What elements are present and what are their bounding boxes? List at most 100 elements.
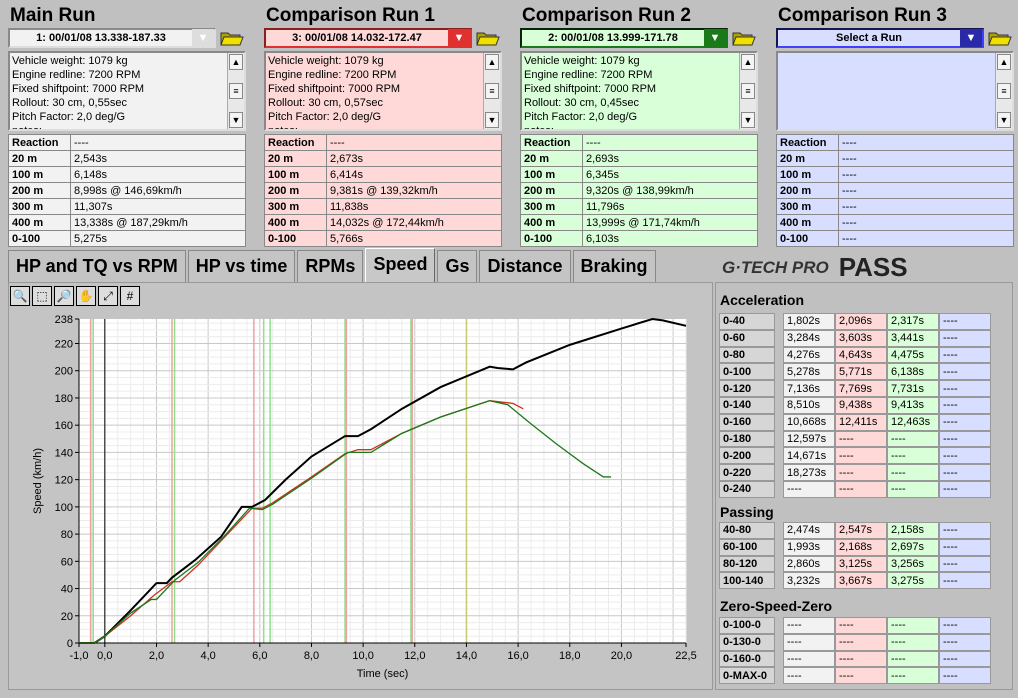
scroll-thumb[interactable]: ≡	[229, 83, 243, 99]
scrollbar[interactable]: ▲ ≡ ▼	[483, 53, 500, 129]
run-select[interactable]: 1: 00/01/08 13.338-187.33 ▼	[8, 28, 216, 48]
scroll-up-icon[interactable]: ▲	[997, 54, 1011, 70]
row-label[interactable]: 0-220	[719, 464, 775, 481]
folder-open-icon[interactable]	[220, 30, 244, 46]
folder-open-icon[interactable]	[988, 30, 1012, 46]
scroll-up-icon[interactable]: ▲	[485, 54, 499, 70]
table-row: 0-60 3,284s 3,603s 3,441s ----	[719, 329, 991, 347]
table-row: 400 m 14,032s @ 172,44km/h	[264, 214, 502, 231]
row-label[interactable]: 100-140	[719, 572, 775, 590]
result-value: 6,148s	[70, 166, 246, 183]
row-label[interactable]: 0-40	[719, 313, 775, 330]
folder-open-icon[interactable]	[476, 30, 500, 46]
tab-rpms[interactable]: RPMs	[297, 250, 364, 282]
table-row: 20 m 2,693s	[520, 150, 758, 167]
row-label[interactable]: 0-120	[719, 380, 775, 397]
run-select[interactable]: 3: 00/01/08 14.032-172.47 ▼	[264, 28, 472, 48]
cell-run-1: 2,096s	[835, 313, 887, 330]
y-tick-label: 60	[61, 556, 73, 568]
zoom-rect-icon[interactable]: ⬚	[32, 286, 52, 306]
info-line: Vehicle weight: 1079 kg	[268, 55, 384, 67]
row-label[interactable]: 0-160-0	[719, 650, 775, 668]
cell-run-3: ----	[939, 380, 991, 397]
cell-run-3: ----	[939, 396, 991, 414]
cell-run-0: 3,284s	[783, 329, 835, 347]
result-label: 200 m	[776, 182, 839, 199]
table-row: 80-120 2,860s 3,125s 3,256s ----	[719, 555, 991, 573]
row-label[interactable]: 0-100-0	[719, 617, 775, 634]
chevron-down-icon[interactable]: ▼	[704, 29, 726, 47]
x-tick-label: 12,0	[404, 650, 425, 662]
table-row: 100-140 3,232s 3,667s 3,275s ----	[719, 572, 991, 590]
scroll-down-icon[interactable]: ▼	[997, 112, 1011, 128]
chart-tabs: HP and TQ vs RPM HP vs time RPMs Speed Gs Dis…	[8, 248, 658, 282]
result-value: 9,320s @ 138,99km/h	[582, 182, 758, 199]
row-label[interactable]: 0-60	[719, 329, 775, 347]
row-label[interactable]: 0-100	[719, 363, 775, 381]
cell-run-3: ----	[939, 617, 991, 634]
cell-run-2: ----	[887, 430, 939, 448]
row-label[interactable]: 60-100	[719, 538, 775, 556]
x-tick-label: 10,0	[352, 650, 373, 662]
table-row: 300 m 11,838s	[264, 198, 502, 215]
scrollbar[interactable]: ▲ ≡ ▼	[739, 53, 756, 129]
cell-run-3: ----	[939, 480, 991, 498]
run-select[interactable]: 2: 00/01/08 13.999-171.78 ▼	[520, 28, 728, 48]
fit-icon[interactable]: ⤢	[98, 286, 118, 306]
scroll-down-icon[interactable]: ▼	[485, 112, 499, 128]
row-label[interactable]: 0-80	[719, 346, 775, 364]
tab-distance[interactable]: Distance	[479, 250, 571, 282]
tab-hp-and-tq-vs-rpm[interactable]: HP and TQ vs RPM	[8, 250, 186, 282]
chart-panel: 0 20 40 60 80 100 120 140 160 180 200 220 238 -1,0 0,0…	[8, 282, 713, 690]
scroll-thumb[interactable]: ≡	[741, 83, 755, 99]
x-tick-label: 0,0	[97, 650, 112, 662]
scrollbar[interactable]: ▲ ≡ ▼	[227, 53, 244, 129]
scroll-down-icon[interactable]: ▼	[741, 112, 755, 128]
chevron-down-icon[interactable]: ▼	[960, 29, 982, 47]
row-label[interactable]: 0-180	[719, 430, 775, 448]
result-label: 400 m	[8, 214, 71, 231]
row-label[interactable]: 80-120	[719, 555, 775, 573]
tab-braking[interactable]: Braking	[572, 250, 656, 282]
tab-hp-vs-time[interactable]: HP vs time	[187, 250, 296, 282]
tab-gs[interactable]: Gs	[437, 250, 478, 282]
zoom-in-icon[interactable]: 🔍	[10, 286, 30, 306]
row-label[interactable]: 0-160	[719, 413, 775, 431]
row-label[interactable]: 0-140	[719, 396, 775, 414]
cell-run-1: 4,643s	[835, 346, 887, 364]
pan-hand-icon[interactable]: ✋	[76, 286, 96, 306]
cell-run-0: 14,671s	[783, 447, 835, 465]
scroll-up-icon[interactable]: ▲	[741, 54, 755, 70]
grid-icon[interactable]: #	[120, 286, 140, 306]
tab-speed[interactable]: Speed	[365, 248, 436, 282]
y-tick-label: 80	[61, 529, 73, 541]
scroll-down-icon[interactable]: ▼	[229, 112, 243, 128]
run-panel-2: Comparison Run 2 2: 00/01/08 13.999-171.…	[520, 4, 758, 247]
table-row: 200 m 9,320s @ 138,99km/h	[520, 182, 758, 199]
table-row: 20 m ----	[776, 150, 1014, 167]
info-line: notes:	[12, 125, 42, 131]
row-label[interactable]: 0-240	[719, 480, 775, 498]
run-select[interactable]: Select a Run ▼	[776, 28, 984, 48]
chevron-down-icon[interactable]: ▼	[448, 29, 470, 47]
table-row: 0-180 12,597s ---- ---- ----	[719, 430, 991, 448]
y-tick-label: 0	[67, 638, 73, 650]
table-row: 400 m 13,999s @ 171,74km/h	[520, 214, 758, 231]
table-row: 200 m ----	[776, 182, 1014, 199]
scroll-thumb[interactable]: ≡	[997, 83, 1011, 99]
zoom-out-icon[interactable]: 🔎	[54, 286, 74, 306]
cell-run-1: ----	[835, 430, 887, 448]
row-label[interactable]: 40-80	[719, 522, 775, 539]
speed-chart[interactable]: 0 20 40 60 80 100 120 140 160 180 200 220 238 -1,0 0,0…	[9, 283, 712, 689]
scroll-thumb[interactable]: ≡	[485, 83, 499, 99]
row-label[interactable]: 0-MAX-0	[719, 667, 775, 685]
row-label[interactable]: 0-200	[719, 447, 775, 465]
row-label[interactable]: 0-130-0	[719, 633, 775, 651]
chevron-down-icon[interactable]: ▼	[192, 29, 214, 47]
scroll-up-icon[interactable]: ▲	[229, 54, 243, 70]
passing-title: Passing	[720, 504, 774, 520]
info-line: Pitch Factor: 2,0 deg/G	[12, 111, 126, 123]
scrollbar[interactable]: ▲ ≡ ▼	[995, 53, 1012, 129]
cell-run-1: ----	[835, 667, 887, 685]
folder-open-icon[interactable]	[732, 30, 756, 46]
